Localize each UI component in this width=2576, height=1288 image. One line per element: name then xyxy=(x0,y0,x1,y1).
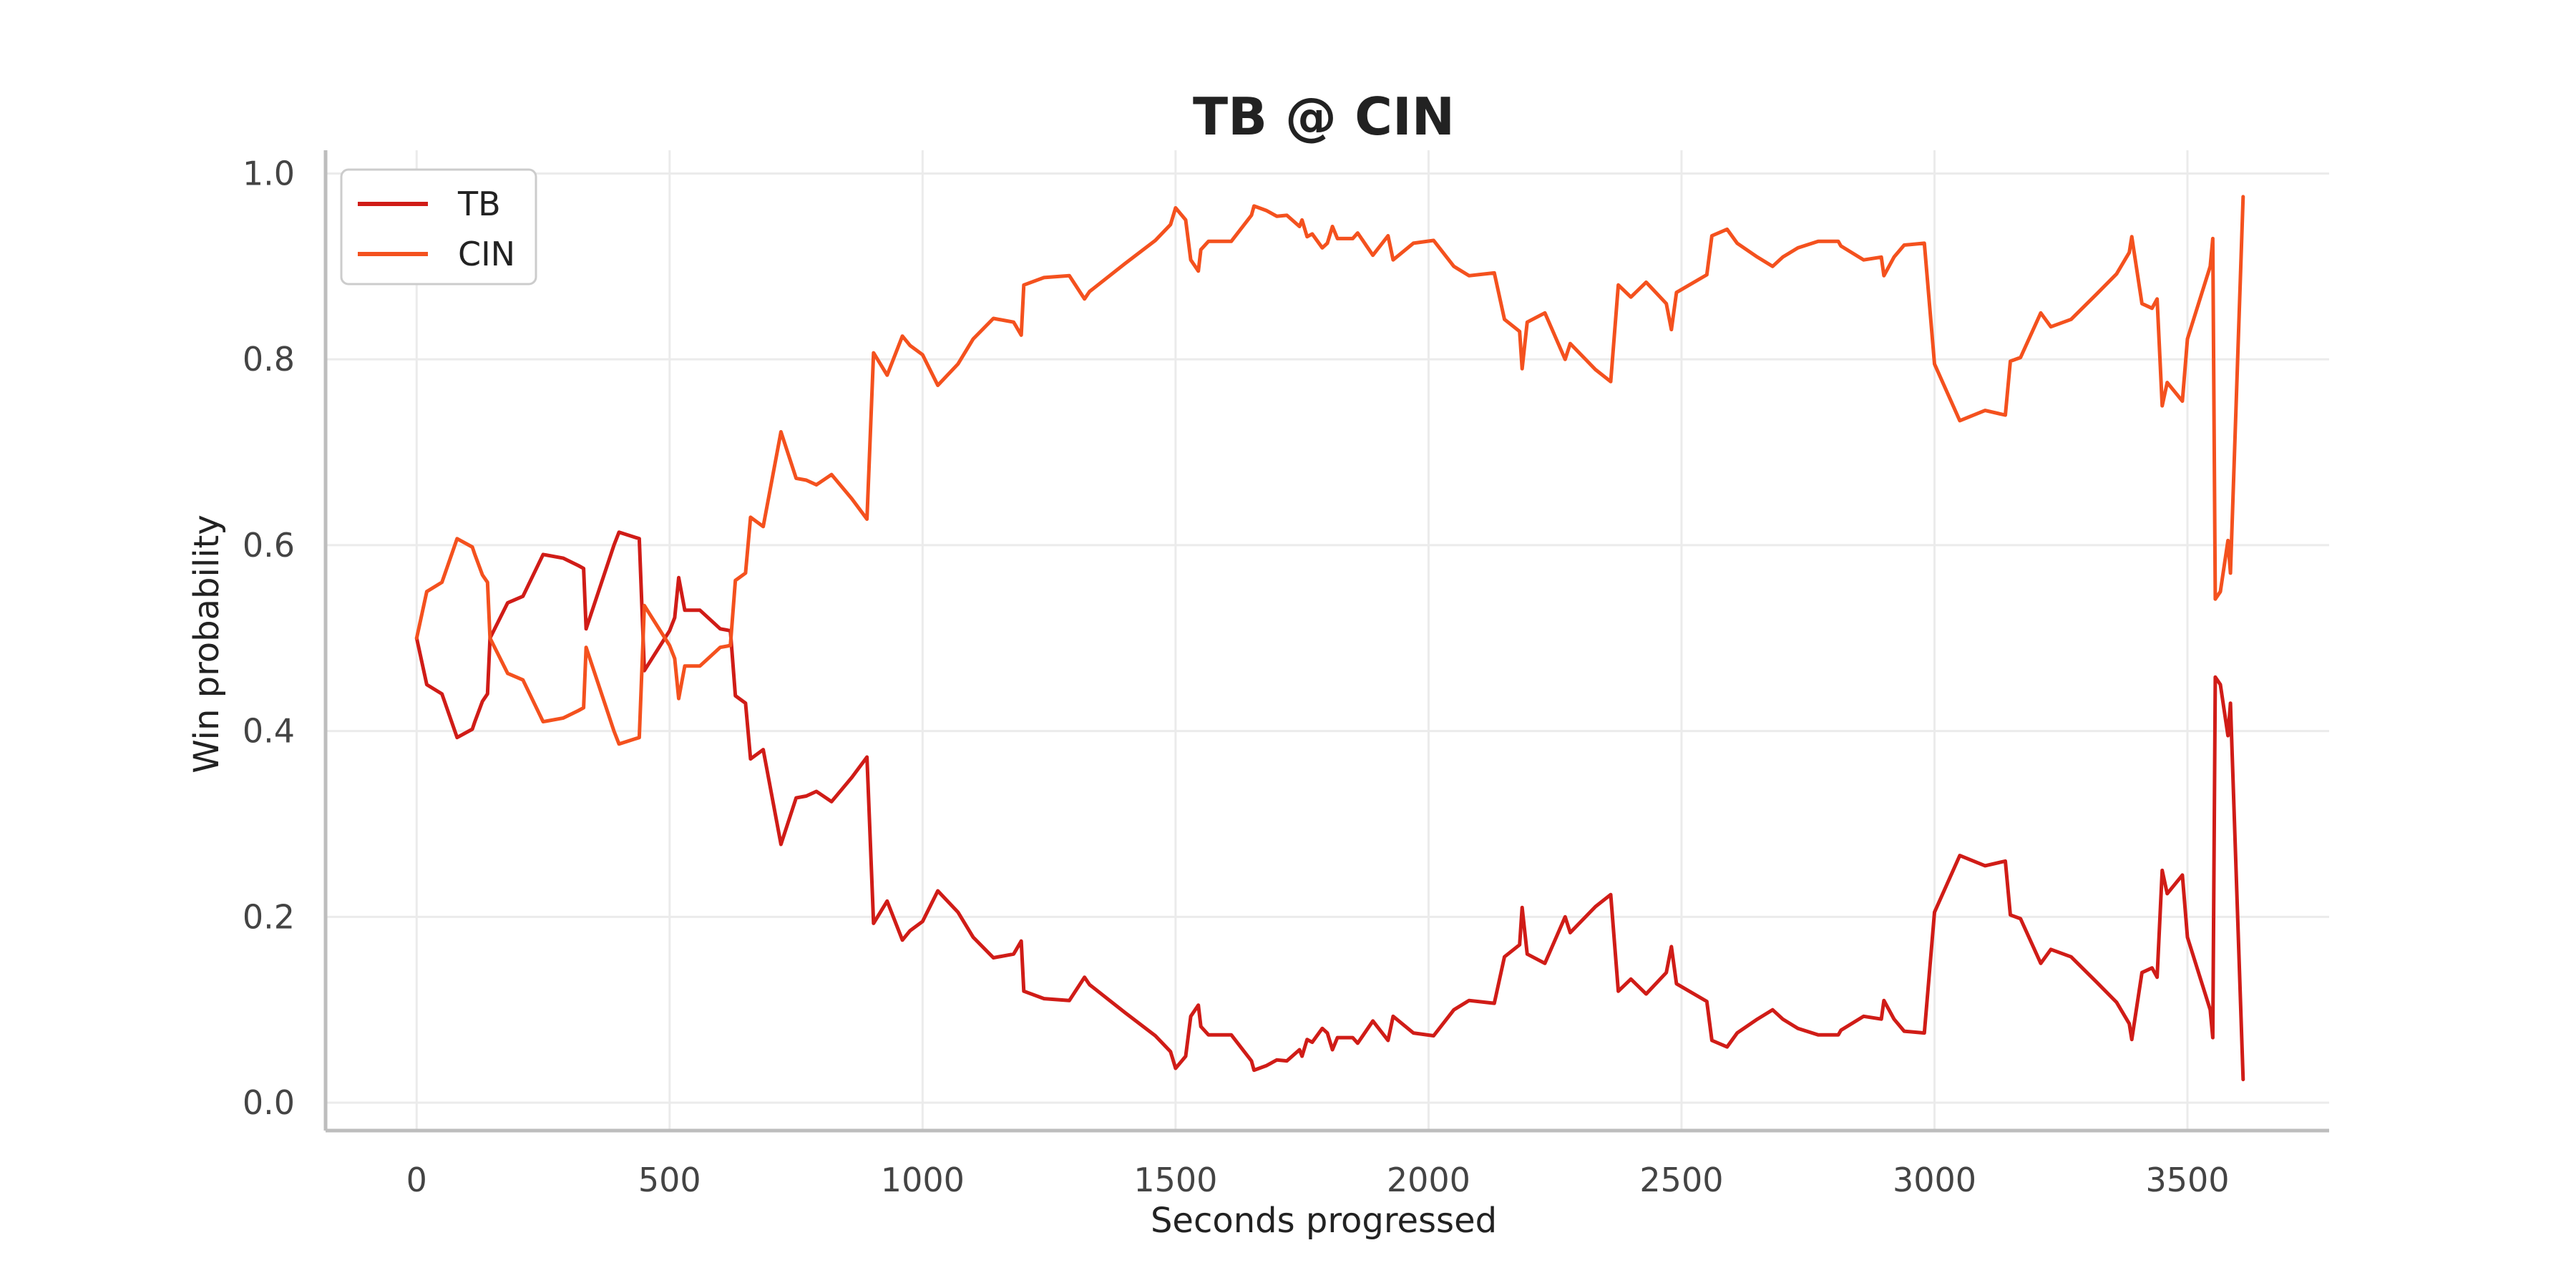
series-lines xyxy=(414,195,2245,1082)
y-tick-label: 0.8 xyxy=(243,340,295,379)
y-tick-label: 0.0 xyxy=(243,1083,295,1122)
x-tick-label: 500 xyxy=(638,1161,701,1199)
x-tick-label: 2500 xyxy=(1639,1161,1723,1199)
y-tick-label: 0.2 xyxy=(243,897,295,936)
axes xyxy=(323,150,2329,1133)
x-tick-label: 1500 xyxy=(1133,1161,1217,1199)
x-axis-label: Seconds progressed xyxy=(1151,1201,1497,1241)
grid xyxy=(326,150,2329,1131)
y-tick-label: 0.6 xyxy=(243,526,295,565)
y-tick-labels: 0.0 0.2 0.4 0.6 0.8 1.0 xyxy=(243,154,295,1122)
x-tick-label: 0 xyxy=(406,1161,427,1199)
legend-label-tb: TB xyxy=(457,185,501,223)
x-tick-label: 1000 xyxy=(881,1161,965,1199)
y-axis-label: Win probability xyxy=(187,514,227,774)
x-tick-label: 3000 xyxy=(1893,1161,1976,1199)
x-tick-label: 2000 xyxy=(1387,1161,1470,1199)
legend: TB CIN xyxy=(340,168,537,286)
series-line-cin xyxy=(414,195,2245,746)
series-line-tb xyxy=(414,530,2245,1082)
y-tick-label: 1.0 xyxy=(243,154,295,192)
legend-items: TB CIN xyxy=(358,185,515,273)
x-tick-labels: 0 500 1000 1500 2000 2500 3000 3500 xyxy=(406,1161,2230,1199)
y-tick-label: 0.4 xyxy=(243,712,295,751)
x-tick-label: 3500 xyxy=(2145,1161,2229,1199)
chart-title: TB @ CIN xyxy=(1193,87,1455,147)
legend-label-cin: CIN xyxy=(458,235,515,273)
